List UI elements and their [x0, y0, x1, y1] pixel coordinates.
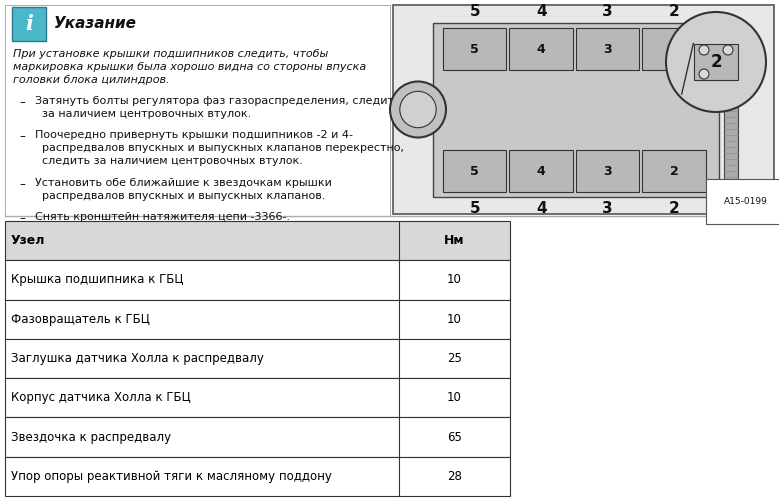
Text: Нм: Нм — [444, 234, 465, 247]
Text: Фазовращатель к ГБЦ: Фазовращатель к ГБЦ — [11, 313, 150, 326]
Text: Поочередно привернуть крышки подшипников -2 и 4-
  распредвалов впускных и выпус: Поочередно привернуть крышки подшипников… — [35, 130, 404, 166]
FancyBboxPatch shape — [643, 28, 706, 70]
Text: Указание: Указание — [54, 16, 137, 31]
Text: 5: 5 — [471, 43, 479, 56]
Text: Корпус датчика Холла к ГБЦ: Корпус датчика Холла к ГБЦ — [11, 391, 191, 404]
Circle shape — [699, 45, 709, 55]
Text: При установке крышки подшипников следить, чтобы: При установке крышки подшипников следить… — [13, 49, 328, 59]
Circle shape — [699, 69, 709, 79]
Text: –: – — [19, 212, 25, 225]
FancyBboxPatch shape — [5, 339, 510, 378]
Text: 3: 3 — [602, 4, 613, 19]
FancyBboxPatch shape — [393, 5, 774, 214]
Circle shape — [400, 91, 436, 128]
FancyBboxPatch shape — [5, 261, 510, 300]
Text: головки блока цилиндров.: головки блока цилиндров. — [13, 75, 170, 85]
Text: Заглушка датчика Холла к распредвалу: Заглушка датчика Холла к распредвалу — [11, 352, 264, 365]
FancyBboxPatch shape — [643, 150, 706, 192]
Text: 4: 4 — [537, 43, 545, 56]
FancyBboxPatch shape — [509, 150, 573, 192]
Text: –: – — [19, 96, 25, 109]
FancyBboxPatch shape — [443, 28, 506, 70]
FancyBboxPatch shape — [724, 18, 738, 201]
Text: 4: 4 — [537, 164, 545, 177]
Text: 65: 65 — [447, 430, 462, 443]
FancyBboxPatch shape — [443, 150, 506, 192]
FancyBboxPatch shape — [5, 457, 510, 496]
Text: A15-0199: A15-0199 — [724, 197, 768, 206]
FancyBboxPatch shape — [5, 300, 510, 339]
FancyBboxPatch shape — [509, 28, 573, 70]
Text: 2: 2 — [670, 43, 679, 56]
Text: 25: 25 — [447, 352, 462, 365]
Text: 28: 28 — [447, 470, 462, 483]
Text: –: – — [19, 130, 25, 143]
Text: 3: 3 — [602, 201, 613, 216]
Text: 10: 10 — [447, 313, 462, 326]
FancyBboxPatch shape — [433, 23, 719, 197]
FancyBboxPatch shape — [5, 378, 510, 417]
FancyBboxPatch shape — [576, 28, 640, 70]
Text: –: – — [19, 178, 25, 191]
Circle shape — [723, 45, 733, 55]
Text: Затянуть болты регулятора фаз газораспределения, следить
  за наличием центровоч: Затянуть болты регулятора фаз газораспре… — [35, 96, 400, 119]
Text: 4: 4 — [536, 4, 547, 19]
Text: 5: 5 — [470, 4, 480, 19]
Text: 10: 10 — [447, 274, 462, 287]
Text: 2: 2 — [669, 201, 679, 216]
Circle shape — [390, 82, 446, 137]
FancyBboxPatch shape — [5, 5, 390, 216]
Text: Установить обе ближайшие к звездочкам крышки
  распредвалов впускных и выпускных: Установить обе ближайшие к звездочкам кр… — [35, 178, 332, 201]
Text: 5: 5 — [470, 201, 480, 216]
Text: Крышка подшипника к ГБЦ: Крышка подшипника к ГБЦ — [11, 274, 184, 287]
Text: 3: 3 — [604, 164, 612, 177]
Text: Узел: Узел — [11, 234, 45, 247]
Text: i: i — [25, 14, 33, 34]
FancyBboxPatch shape — [5, 221, 510, 261]
FancyBboxPatch shape — [694, 44, 738, 80]
Text: 2: 2 — [670, 164, 679, 177]
FancyBboxPatch shape — [12, 7, 46, 41]
Text: 10: 10 — [447, 391, 462, 404]
Text: Снять кронштейн натяжителя цепи -3366-.: Снять кронштейн натяжителя цепи -3366-. — [35, 212, 290, 222]
Text: 4: 4 — [536, 201, 547, 216]
Text: 3: 3 — [604, 43, 612, 56]
Text: Упор опоры реактивной тяги к масляному поддону: Упор опоры реактивной тяги к масляному п… — [11, 470, 332, 483]
FancyBboxPatch shape — [5, 417, 510, 457]
Text: маркировка крышки была хорошо видна со стороны впуска: маркировка крышки была хорошо видна со с… — [13, 62, 366, 72]
Text: Звездочка к распредвалу: Звездочка к распредвалу — [11, 430, 171, 443]
Text: 2: 2 — [669, 4, 679, 19]
Text: 2: 2 — [710, 53, 722, 71]
FancyBboxPatch shape — [576, 150, 640, 192]
Text: 5: 5 — [471, 164, 479, 177]
Circle shape — [666, 12, 766, 112]
